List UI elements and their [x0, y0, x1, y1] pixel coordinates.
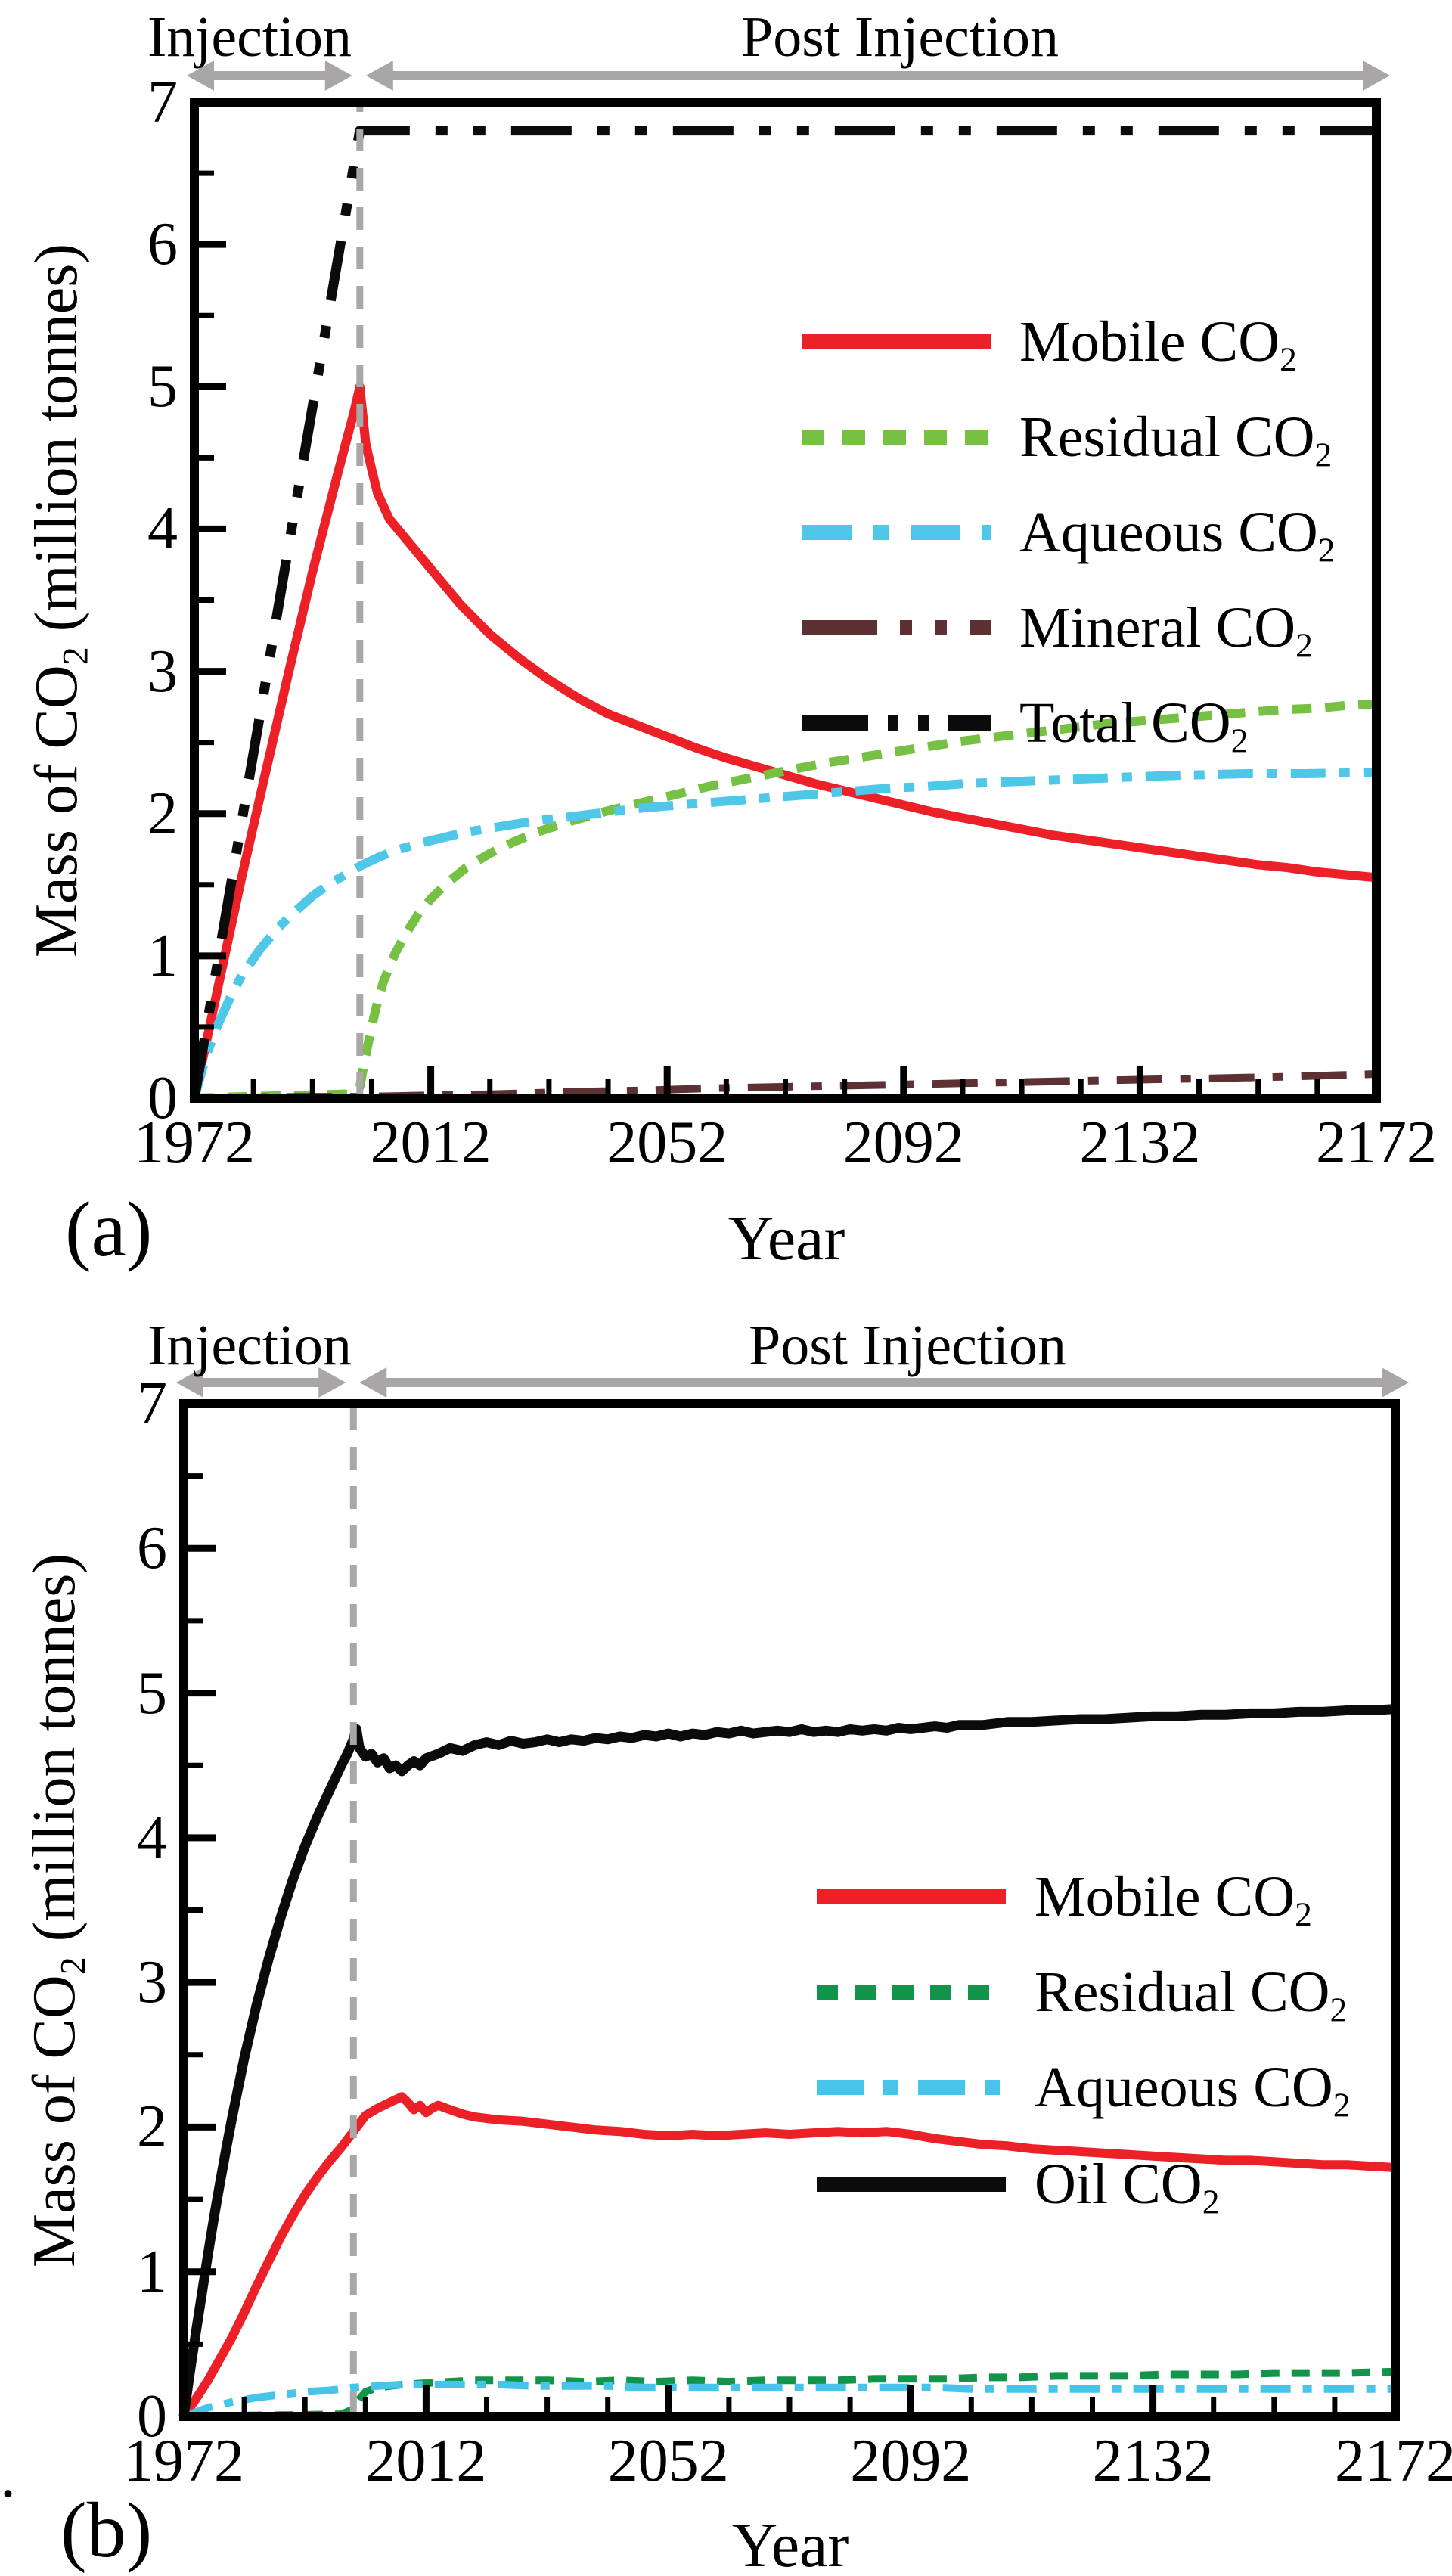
- label-text: Aqueous CO: [1035, 2056, 1333, 2119]
- label-text: Mobile CO: [1019, 310, 1280, 374]
- label-text: Oil CO: [1035, 2152, 1202, 2216]
- label-text: Residual CO: [1019, 405, 1315, 469]
- label-subscript: 2: [1295, 1895, 1312, 1934]
- legend-item-label: Residual CO2: [1019, 398, 1332, 476]
- label-text: Aqueous CO: [1019, 501, 1318, 564]
- y-tick-label: 1: [147, 922, 178, 989]
- x-tick-label: 2092: [842, 1110, 964, 1176]
- legend-item-label: Aqueous CO2: [1035, 2048, 1351, 2127]
- label-subscript: 2: [1314, 435, 1333, 474]
- label-text: (million tonnes): [21, 1553, 88, 1957]
- x-tick-label: 2132: [1092, 2428, 1214, 2494]
- x-tick-label: 1972: [134, 1110, 255, 1176]
- label-subscript: 2: [1280, 340, 1297, 379]
- y-tick-label: 6: [137, 1515, 167, 1582]
- x-tick-label: 2052: [607, 1110, 728, 1176]
- series-total-co2-line: [189, 126, 1376, 1100]
- x-tick-label: 2012: [370, 1110, 492, 1176]
- label-text: Mass of CO: [23, 664, 90, 957]
- y-tick-label: 4: [147, 495, 178, 563]
- y-tick-label: 0: [137, 2383, 167, 2450]
- y-tick-label: 2: [137, 2093, 167, 2161]
- label-text: Total CO: [1019, 691, 1231, 755]
- panel-letter: (b): [60, 2487, 153, 2574]
- legend-item-label: Mobile CO2: [1019, 303, 1297, 381]
- injection-period-label: Injection: [147, 5, 352, 69]
- panel-letter: (a): [65, 1186, 153, 1273]
- y-tick-label: 6: [147, 211, 178, 278]
- injection-period-label: Injection: [147, 1314, 352, 1377]
- post-injection-period-arrow-right-arrowhead-icon: [1382, 1367, 1409, 1398]
- legend-item-label: Residual CO2: [1035, 1953, 1347, 2031]
- legend-item-label: Mineral CO2: [1019, 588, 1313, 667]
- x-tick-label: 2172: [1335, 2428, 1452, 2494]
- x-axis-title: Year: [731, 2510, 849, 2576]
- injection-period-arrow-left-arrowhead-icon: [187, 61, 214, 91]
- series-residual-co2-line: [183, 2367, 1396, 2420]
- label-subscript: 2: [1295, 625, 1313, 665]
- label-subscript: 2: [1329, 1990, 1348, 2029]
- x-tick-label: 2132: [1079, 1110, 1201, 1176]
- y-tick-label: 3: [137, 1949, 167, 2016]
- y-tick-label: 0: [147, 1065, 178, 1131]
- series-aqueous-co2-line: [190, 768, 1377, 1100]
- label-subscript: 2: [55, 646, 96, 665]
- x-axis-title: Year: [728, 1203, 845, 1274]
- label-subscript: 2: [1230, 721, 1249, 760]
- label-subscript: 2: [1202, 2182, 1220, 2221]
- post-injection-period-label: Post Injection: [740, 5, 1060, 69]
- x-tick-label: 1972: [123, 2428, 244, 2494]
- y-tick-label: 2: [147, 780, 178, 847]
- injection-period-arrow-left-arrowhead-icon: [176, 1367, 203, 1398]
- injection-period-arrow-right-arrowhead-icon: [318, 1367, 346, 1398]
- series-mobile-co2-line: [190, 382, 1377, 1100]
- series-oil-co2-line: [178, 1704, 1396, 2417]
- y-tick-label: 5: [147, 353, 178, 421]
- label-text: Mobile CO: [1035, 1865, 1295, 1929]
- x-tick-label: 2092: [850, 2428, 972, 2494]
- label-subscript: 2: [53, 1956, 94, 1975]
- y-axis-title: Mass of CO2 (million tonnes): [19, 71, 95, 1130]
- label-text: (million tonnes): [23, 243, 90, 647]
- y-tick-label: 1: [137, 2238, 167, 2305]
- x-tick-label: 2172: [1316, 1110, 1437, 1176]
- y-tick-label: 4: [137, 1804, 167, 1871]
- y-tick-label: 7: [137, 1370, 167, 1437]
- label-subscript: 2: [1317, 530, 1336, 570]
- injection-period-arrow-right-arrowhead-icon: [324, 61, 352, 91]
- series-mobile-co2-line: [180, 2092, 1396, 2419]
- plot-border: [190, 98, 1381, 1103]
- stray-period-mark: .: [0, 2441, 16, 2511]
- label-text: Residual CO: [1035, 1960, 1330, 2024]
- post-injection-period-label: Post Injection: [748, 1314, 1067, 1377]
- post-injection-period-arrow-left-arrowhead-icon: [365, 61, 393, 91]
- legend-item-label: Mobile CO2: [1035, 1858, 1312, 1936]
- y-tick-label: 7: [147, 69, 178, 135]
- x-tick-label: 2012: [365, 2428, 487, 2494]
- y-axis-title: Mass of CO2 (million tonnes): [17, 1381, 94, 2440]
- plot-border: [179, 1399, 1400, 2421]
- label-subscript: 2: [1333, 2085, 1351, 2124]
- legend-item-label: Total CO2: [1019, 684, 1248, 762]
- label-text: Mineral CO: [1019, 596, 1296, 660]
- post-injection-period-arrow-left-arrowhead-icon: [359, 1367, 387, 1398]
- post-injection-period-arrow-right-arrowhead-icon: [1363, 61, 1390, 91]
- series-residual-co2-line: [194, 699, 1377, 1103]
- label-text: Mass of CO: [21, 1974, 88, 2267]
- legend-item-label: Aqueous CO2: [1019, 493, 1336, 572]
- x-tick-label: 2052: [607, 2428, 729, 2494]
- y-tick-label: 3: [147, 638, 178, 705]
- y-tick-label: 5: [137, 1659, 167, 1727]
- legend-item-label: Oil CO2: [1035, 2145, 1220, 2224]
